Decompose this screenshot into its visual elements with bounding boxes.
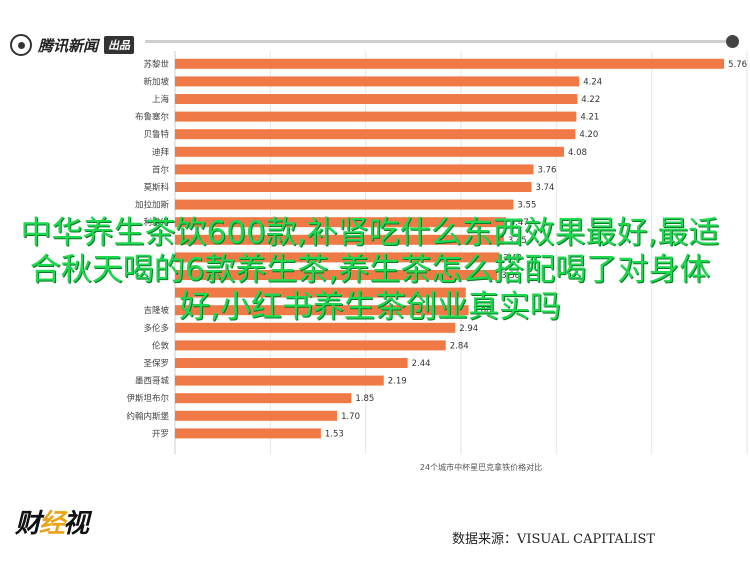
category-label: 新加坡	[143, 76, 169, 87]
value-label: 2.84	[450, 341, 469, 351]
header-badge: 出品	[104, 36, 135, 54]
logo-mark-icon	[10, 34, 32, 56]
category-label: 伦敦	[152, 340, 170, 351]
bar	[175, 234, 504, 245]
category-label: 约翰内斯堡	[126, 411, 169, 422]
value-label: 3.08	[473, 306, 492, 316]
category-label: 开罗	[152, 429, 169, 439]
bar	[175, 111, 577, 122]
bar	[175, 252, 500, 263]
category-label: 布鲁塞尔	[135, 112, 170, 123]
bar	[175, 217, 506, 228]
category-label: 苏黎世	[143, 59, 169, 70]
footer-brand-tail: 视	[63, 509, 89, 539]
value-label: 1.70	[341, 412, 360, 422]
bar	[175, 146, 564, 157]
bar	[175, 340, 446, 351]
bar	[175, 393, 352, 404]
bar	[175, 428, 321, 439]
category-label: 墨西哥城	[135, 377, 170, 387]
category-label: 利雅得	[143, 217, 169, 228]
category-label: 莫斯科	[143, 182, 169, 193]
top-dot-icon	[726, 35, 739, 48]
bar	[175, 375, 384, 386]
value-label: 1.85	[355, 394, 374, 404]
value-label: 3.55	[517, 201, 536, 211]
bar	[175, 58, 725, 69]
value-label: 3.47	[510, 218, 529, 228]
value-label: 4.08	[568, 148, 587, 158]
category-label: 加拉加斯	[135, 200, 170, 211]
category-label: 圣保罗	[143, 358, 169, 369]
value-label: 5.76	[728, 60, 747, 70]
bar	[175, 358, 408, 368]
value-label: 3.40	[503, 253, 522, 263]
footer-brand-accent: 经	[39, 509, 65, 539]
category-label: 多伦多	[143, 323, 169, 334]
value-label: 3.38	[501, 271, 520, 281]
footer-logo: 财经视	[15, 503, 89, 540]
category-label: 上海	[152, 94, 170, 105]
bar	[175, 94, 578, 104]
value-label: 2.19	[388, 377, 407, 387]
bar	[175, 270, 498, 280]
category-label: 首尔	[152, 164, 170, 175]
bar	[175, 182, 532, 192]
bar	[175, 199, 514, 210]
bar	[175, 129, 576, 140]
bar	[175, 76, 580, 87]
bar	[175, 410, 338, 421]
top-rule	[145, 40, 728, 43]
header-brand: 腾讯新闻	[38, 36, 99, 55]
value-label: 2.94	[459, 324, 478, 334]
source-note: 数据来源：VISUAL CAPITALIST	[452, 532, 656, 547]
value-label: 4.20	[579, 130, 598, 140]
value-label: 4.24	[583, 77, 602, 87]
bar	[175, 322, 456, 333]
category-label: 迪拜	[152, 147, 170, 158]
value-label: 4.22	[581, 95, 600, 105]
value-label: 3.74	[536, 183, 555, 193]
footer-brand-main: 财	[15, 509, 41, 539]
overlay-title: 中华养生茶饮600款,补肾吃什么东西效果最好,最适合秋天喝的6款养生茶,养生茶怎…	[20, 215, 720, 325]
x-axis-title: 24个城市中杯星巴克拿铁价格对比	[420, 462, 542, 472]
value-label: 1.53	[325, 429, 344, 439]
category-label: 伊斯坦布尔	[126, 393, 169, 404]
value-label: 2.44	[412, 359, 431, 369]
value-label: 3.76	[537, 165, 556, 175]
value-label: 4.21	[580, 113, 599, 123]
bar	[175, 305, 469, 316]
header-logo: 腾讯新闻 出品	[10, 34, 135, 56]
bar	[175, 164, 534, 175]
bar	[175, 287, 466, 298]
category-label: 吉隆坡	[143, 305, 169, 316]
category-label: 贝鲁特	[143, 129, 169, 140]
value-label: 3.45	[508, 236, 527, 246]
